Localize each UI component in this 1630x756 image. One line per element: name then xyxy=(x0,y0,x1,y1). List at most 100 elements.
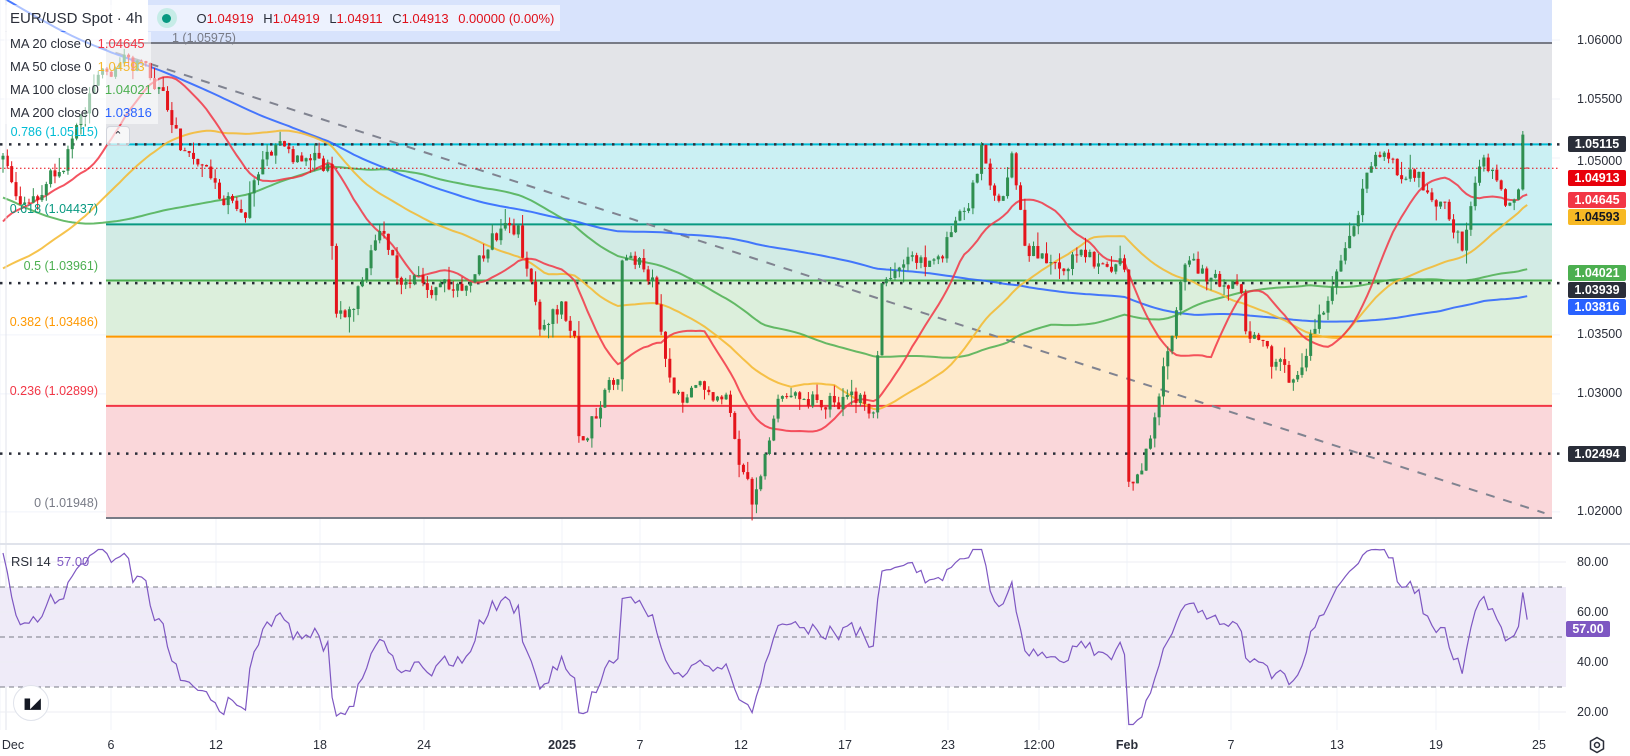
candle xyxy=(741,463,745,475)
candle-body xyxy=(702,381,706,390)
candle-body xyxy=(772,418,776,441)
candle xyxy=(616,379,620,390)
candle-body xyxy=(274,144,278,156)
candle xyxy=(1122,254,1126,273)
candle xyxy=(1027,243,1031,262)
candle-body xyxy=(607,380,611,390)
candle xyxy=(1084,237,1087,263)
candle xyxy=(1045,242,1049,264)
market-status-icon[interactable] xyxy=(156,8,177,28)
candle-body xyxy=(252,180,256,194)
candle xyxy=(1019,182,1023,211)
legend-ma20[interactable]: MA 20 close 0 1.04645 xyxy=(4,32,151,55)
rsi-legend[interactable]: RSI 14 57.00 xyxy=(11,554,90,569)
fibonacci-retracement[interactable] xyxy=(106,0,1552,519)
candle-body xyxy=(495,233,499,241)
candle xyxy=(1144,448,1148,472)
candle-body xyxy=(1153,417,1157,439)
candle xyxy=(789,387,793,398)
candle xyxy=(443,279,447,293)
candle xyxy=(1473,176,1477,211)
candle-body xyxy=(356,286,360,309)
candle xyxy=(603,388,607,409)
candle xyxy=(313,143,317,172)
candle xyxy=(356,285,360,316)
candle-body xyxy=(1218,273,1222,287)
candle-body xyxy=(1109,266,1113,272)
tradingview-logo[interactable]: ▮◢ xyxy=(13,685,49,721)
candle-body xyxy=(365,268,369,280)
candle xyxy=(1092,251,1096,269)
candle-body xyxy=(1001,196,1005,201)
candle xyxy=(1521,130,1525,191)
legend-label: MA 200 close 0 xyxy=(10,105,99,120)
candle-body xyxy=(1408,169,1412,179)
candle xyxy=(378,223,382,244)
candle-body xyxy=(1058,262,1062,269)
candle-body xyxy=(1274,361,1278,367)
candle xyxy=(1062,268,1066,276)
candle xyxy=(793,391,797,399)
settings-icon[interactable] xyxy=(1588,736,1606,754)
fib-level-label: 1 (1.05975) xyxy=(172,31,236,45)
candle xyxy=(776,394,780,423)
candle xyxy=(638,256,642,268)
fib-band xyxy=(106,336,1552,406)
candle-body xyxy=(1066,268,1070,272)
rsi-tick-label: 60.00 xyxy=(1577,604,1609,619)
candle xyxy=(269,150,273,156)
candle-body xyxy=(417,275,421,277)
candle-body xyxy=(763,453,767,477)
candle-body xyxy=(1378,154,1382,157)
candle-body xyxy=(1473,182,1477,207)
candle-body xyxy=(1209,277,1213,282)
candle xyxy=(1426,183,1430,194)
candle xyxy=(737,430,741,478)
candle-body xyxy=(1049,262,1053,264)
candle-body xyxy=(205,164,209,167)
collapse-legend-button[interactable]: ⌃ xyxy=(106,126,130,146)
legend-value: 1.04645 xyxy=(97,36,145,51)
candle xyxy=(1001,195,1005,201)
candle xyxy=(27,198,31,204)
candle xyxy=(586,437,590,442)
candle-body xyxy=(529,268,533,282)
candle-body xyxy=(1456,231,1460,233)
candle-body xyxy=(1148,438,1152,449)
candle-body xyxy=(897,267,901,271)
symbol-title[interactable]: EUR/USD Spot · 4h xyxy=(10,9,143,27)
indicator-legend[interactable]: MA 20 close 0 1.04645 MA 50 close 0 1.04593… xyxy=(4,32,158,124)
candle-body xyxy=(49,170,53,185)
candle-body xyxy=(633,255,637,265)
candle-body xyxy=(486,249,490,259)
candle-body xyxy=(31,196,35,203)
price-tick-label: 1.03000 xyxy=(1577,386,1623,401)
candle xyxy=(525,251,529,277)
time-label: 13 xyxy=(1330,738,1344,752)
trendline[interactable] xyxy=(97,46,1545,514)
candle-body xyxy=(845,395,849,397)
candle-body xyxy=(1257,334,1261,340)
candle xyxy=(308,154,312,173)
candle-body xyxy=(824,407,828,410)
candle-body xyxy=(685,397,689,403)
candle-body xyxy=(672,377,676,394)
candle xyxy=(1335,269,1339,295)
legend-ma200[interactable]: MA 200 close 0 1.03816 xyxy=(4,101,158,124)
candle xyxy=(811,391,815,409)
candle xyxy=(391,249,395,256)
legend-ma100[interactable]: MA 100 close 0 1.04021 xyxy=(4,78,158,101)
candle xyxy=(521,215,525,259)
time-label: 12 xyxy=(209,738,223,752)
candle xyxy=(884,277,888,287)
candle xyxy=(14,171,18,201)
candle xyxy=(1417,171,1421,188)
symbol-header[interactable]: EUR/USD Spot · 4h O1.04919 H1.04919 L1.0… xyxy=(4,5,561,31)
candle-body xyxy=(308,158,312,161)
candle xyxy=(720,395,724,405)
candle-body xyxy=(936,256,940,260)
candle-body xyxy=(1426,190,1430,193)
candle xyxy=(70,135,74,159)
legend-ma50[interactable]: MA 50 close 0 1.04593 xyxy=(4,55,151,78)
